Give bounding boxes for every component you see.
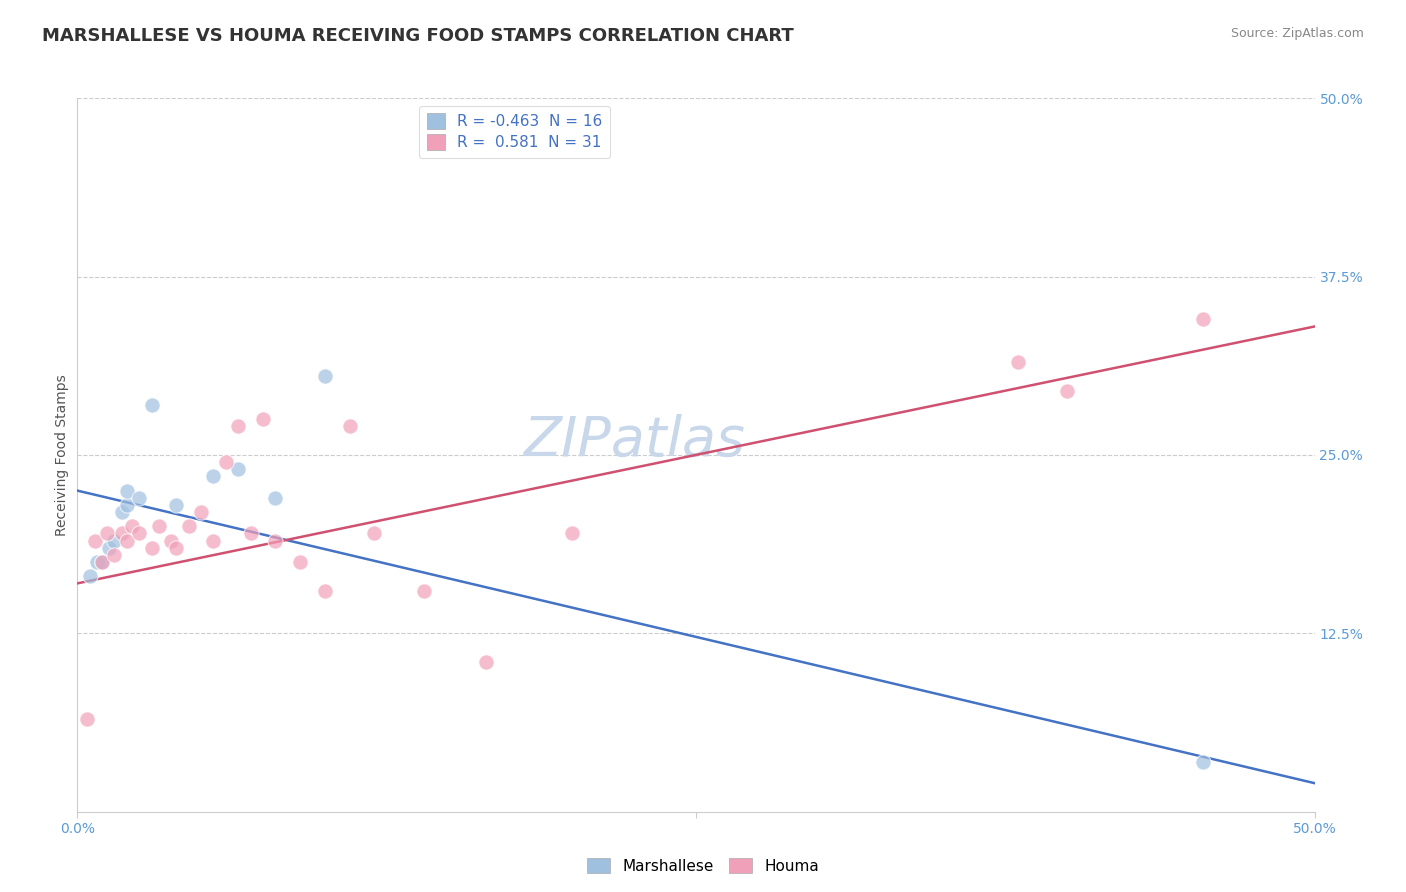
Point: [190, 505, 212, 519]
Point: [128, 526, 150, 541]
Point: [252, 412, 274, 426]
Point: [363, 526, 385, 541]
Point: [148, 519, 170, 533]
Text: MARSHALLESE VS HOUMA RECEIVING FOOD STAMPS CORRELATION CHART: MARSHALLESE VS HOUMA RECEIVING FOOD STAM…: [42, 27, 794, 45]
Point: [561, 526, 583, 541]
Point: [111, 505, 134, 519]
Point: [98, 541, 121, 555]
Legend: Marshallese, Houma: Marshallese, Houma: [581, 852, 825, 880]
Point: [160, 533, 183, 548]
Point: [115, 533, 138, 548]
Point: [103, 548, 125, 562]
Point: [177, 519, 200, 533]
Point: [202, 469, 225, 483]
Point: [1007, 355, 1029, 369]
Point: [1192, 312, 1215, 326]
Point: [165, 541, 187, 555]
Point: [115, 483, 138, 498]
Point: [79, 569, 101, 583]
Point: [239, 526, 262, 541]
Point: [111, 526, 134, 541]
Text: ZIPatlas: ZIPatlas: [523, 414, 745, 467]
Legend: R = -0.463  N = 16, R =  0.581  N = 31: R = -0.463 N = 16, R = 0.581 N = 31: [419, 106, 610, 158]
Point: [314, 369, 336, 384]
Point: [165, 498, 187, 512]
Point: [412, 583, 434, 598]
Point: [83, 533, 105, 548]
Point: [339, 419, 361, 434]
Point: [141, 398, 163, 412]
Point: [96, 526, 118, 541]
Point: [202, 533, 225, 548]
Point: [226, 419, 249, 434]
Point: [115, 498, 138, 512]
Point: [1192, 755, 1215, 769]
Point: [264, 533, 287, 548]
Point: [91, 555, 114, 569]
Point: [1056, 384, 1078, 398]
Point: [264, 491, 287, 505]
Point: [91, 555, 114, 569]
Text: Source: ZipAtlas.com: Source: ZipAtlas.com: [1230, 27, 1364, 40]
Point: [226, 462, 249, 476]
Point: [121, 519, 143, 533]
Point: [128, 491, 150, 505]
Point: [103, 533, 125, 548]
Point: [474, 655, 496, 669]
Point: [215, 455, 238, 469]
Point: [288, 555, 311, 569]
Y-axis label: Receiving Food Stamps: Receiving Food Stamps: [55, 374, 69, 536]
Point: [86, 555, 108, 569]
Point: [141, 541, 163, 555]
Point: [314, 583, 336, 598]
Point: [76, 712, 98, 726]
